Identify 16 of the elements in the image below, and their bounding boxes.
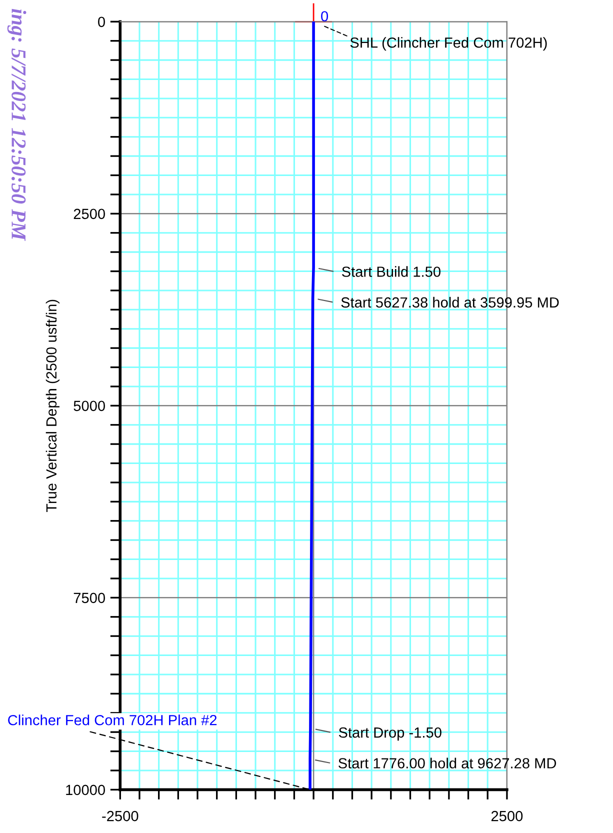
x-tick-label: -2500 [102,810,138,822]
annotation: Start Drop -1.50 [338,727,442,741]
y-tick-label: 2500 [74,208,105,220]
text: ing: 5/7/2021 12:50:50 PM [7,8,26,241]
y-tick-label: 7500 [74,592,105,604]
y-tick-label: 10000 [66,784,105,796]
line-series [308,22,315,790]
annotation: 0 [321,11,328,22]
annotation: Start 5627.38 hold at 3599.95 MD [341,296,559,308]
text: Clincher Fed Com 702H Plan #2 [8,714,217,726]
annotation: SHL (Clincher Fed Com 702H) [350,37,547,51]
y-tick-label: 0 [98,16,105,28]
y-tick-label: 5000 [74,400,105,412]
y-axis-title: True Vertical Depth (2500 usft/in) [46,300,60,512]
annotation: Start 1776.00 hold at 9627.28 MD [338,758,556,768]
annotation: Start Build 1.50 [342,266,440,277]
